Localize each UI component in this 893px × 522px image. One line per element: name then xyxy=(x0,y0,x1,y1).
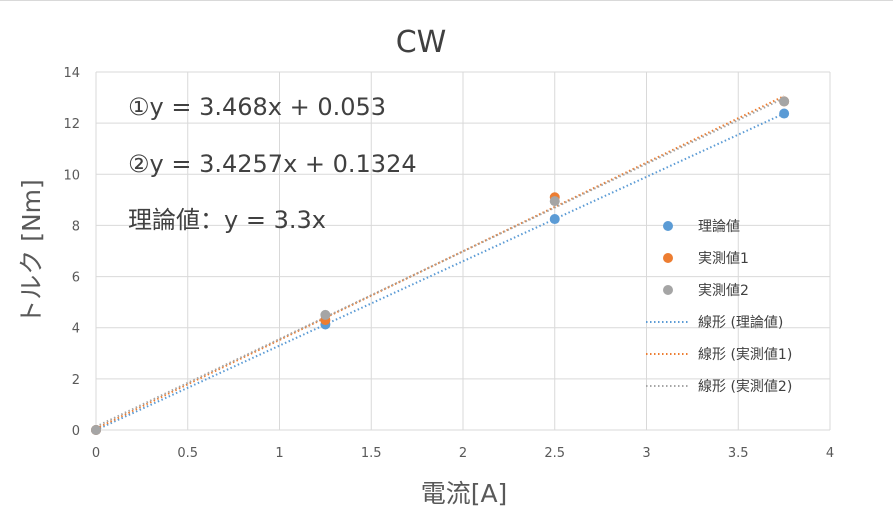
x-tick-label: 2 xyxy=(459,446,467,461)
x-tick-label: 0.5 xyxy=(177,446,198,461)
y-tick-label: 0 xyxy=(72,424,80,439)
y-tick-label: 8 xyxy=(72,219,80,234)
x-tick-label: 1.5 xyxy=(361,446,382,461)
x-tick-label: 0 xyxy=(92,446,100,461)
annotation-theory-equation: 理論値：y = 3.3x xyxy=(128,206,326,234)
legend-label: 理論値 xyxy=(698,219,740,235)
legend-label: 実測値1 xyxy=(698,251,749,267)
data-point xyxy=(549,214,560,225)
data-points xyxy=(91,96,790,435)
top-border xyxy=(0,0,893,1)
y-tick-label: 2 xyxy=(72,373,80,388)
x-axis-title: 電流[A] xyxy=(421,479,508,508)
data-point xyxy=(779,108,790,119)
annotation-equation-1: ①y = 3.468x + 0.053 xyxy=(128,93,386,121)
x-tick-label: 4 xyxy=(826,446,834,461)
legend-label: 線形 (実測値2) xyxy=(698,379,792,395)
legend-marker xyxy=(663,285,673,295)
y-tick-label: 10 xyxy=(63,168,80,183)
trendlines xyxy=(95,95,785,431)
data-point xyxy=(320,309,331,320)
y-tick-labels: 0 2 4 6 8 10 12 14 xyxy=(63,66,80,439)
grid-lines xyxy=(95,71,831,431)
y-tick-label: 12 xyxy=(63,117,80,132)
data-point xyxy=(779,96,790,107)
x-tick-label: 2.5 xyxy=(544,446,565,461)
y-axis-title: トルク [Nm] xyxy=(17,179,46,325)
legend-label: 実測値2 xyxy=(698,283,749,299)
chart-title: CW xyxy=(396,25,447,60)
legend-marker xyxy=(663,221,673,231)
legend-label: 線形 (実測値1) xyxy=(698,347,792,363)
annotation-equation-2: ②y = 3.4257x + 0.1324 xyxy=(128,150,417,178)
y-tick-label: 4 xyxy=(72,322,80,337)
y-tick-label: 14 xyxy=(63,66,80,81)
legend-marker xyxy=(663,253,673,263)
trendline xyxy=(95,95,785,430)
data-point xyxy=(91,425,101,435)
data-point xyxy=(549,196,560,207)
legend-label: 線形 (理論値) xyxy=(698,315,783,331)
x-tick-label: 3 xyxy=(642,446,650,461)
y-tick-label: 6 xyxy=(72,271,80,286)
trendline xyxy=(95,97,785,428)
x-tick-label: 3.5 xyxy=(728,446,749,461)
x-tick-label: 1 xyxy=(275,446,283,461)
x-tick-labels: 0 0.5 1 1.5 2 2.5 3 3.5 4 xyxy=(92,446,834,461)
